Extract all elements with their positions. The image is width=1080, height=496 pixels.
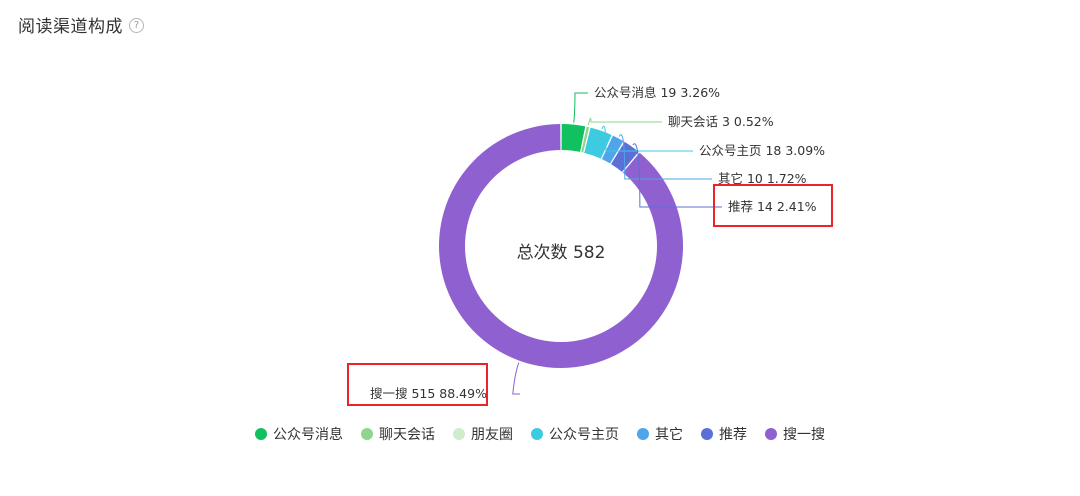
legend-item-1[interactable]: 聊天会话 <box>361 424 435 444</box>
page-title: 阅读渠道构成 <box>18 17 123 37</box>
legend-dot <box>361 428 373 440</box>
legend-item-0[interactable]: 公众号消息 <box>255 424 343 444</box>
legend-item-4[interactable]: 其它 <box>637 424 683 444</box>
donut-slice-1[interactable] <box>581 126 590 153</box>
legend-dot <box>701 428 713 440</box>
legend-dot <box>765 428 777 440</box>
leader-lines <box>512 92 722 395</box>
leader-line-3 <box>601 125 693 152</box>
panel-header: 阅读渠道构成 ? <box>18 12 144 37</box>
donut-slice-4[interactable] <box>601 135 624 164</box>
slice-label-5: 推荐 14 2.41% <box>728 199 817 214</box>
leader-line-0 <box>573 92 588 123</box>
legend-label: 聊天会话 <box>379 427 435 443</box>
donut-slice-3[interactable] <box>584 127 612 159</box>
slice-label-4: 其它 10 1.72% <box>718 171 807 186</box>
legend-label: 朋友圈 <box>471 427 513 443</box>
chart-legend: 公众号消息 聊天会话 朋友圈 公众号主页 其它 推荐 搜一搜 <box>0 424 1080 444</box>
slice-label-0: 公众号消息 19 3.26% <box>594 85 720 100</box>
legend-item-5[interactable]: 推荐 <box>701 424 747 444</box>
leader-line-5 <box>632 143 722 208</box>
help-icon[interactable]: ? <box>129 18 144 33</box>
leader-line-4 <box>618 134 712 180</box>
slice-label-3: 公众号主页 18 3.09% <box>699 143 825 158</box>
legend-item-2[interactable]: 朋友圈 <box>453 424 513 444</box>
slice-label-1: 聊天会话 3 0.52% <box>668 114 774 129</box>
legend-dot <box>531 428 543 440</box>
legend-label: 公众号消息 <box>273 427 343 443</box>
legend-item-3[interactable]: 公众号主页 <box>531 424 619 444</box>
leader-line-1 <box>587 117 662 126</box>
legend-label: 搜一搜 <box>783 427 825 443</box>
legend-dot <box>637 428 649 440</box>
legend-dot <box>255 428 267 440</box>
legend-label: 其它 <box>655 427 683 443</box>
legend-label: 公众号主页 <box>549 427 619 443</box>
center-total-label: 总次数 582 <box>517 243 606 263</box>
legend-dot <box>453 428 465 440</box>
highlight-box-recommend <box>713 184 833 227</box>
legend-label: 推荐 <box>719 427 747 443</box>
slice-label-6: 搜一搜 515 88.49% <box>370 386 487 401</box>
slice-labels: 公众号消息 19 3.26% 聊天会话 3 0.52% 公众号主页 18 3.09%… <box>370 85 825 401</box>
donut-slice-0[interactable] <box>561 124 586 152</box>
legend-item-6[interactable]: 搜一搜 <box>765 424 825 444</box>
leader-line-6 <box>512 362 520 395</box>
highlight-box-search <box>347 363 488 406</box>
